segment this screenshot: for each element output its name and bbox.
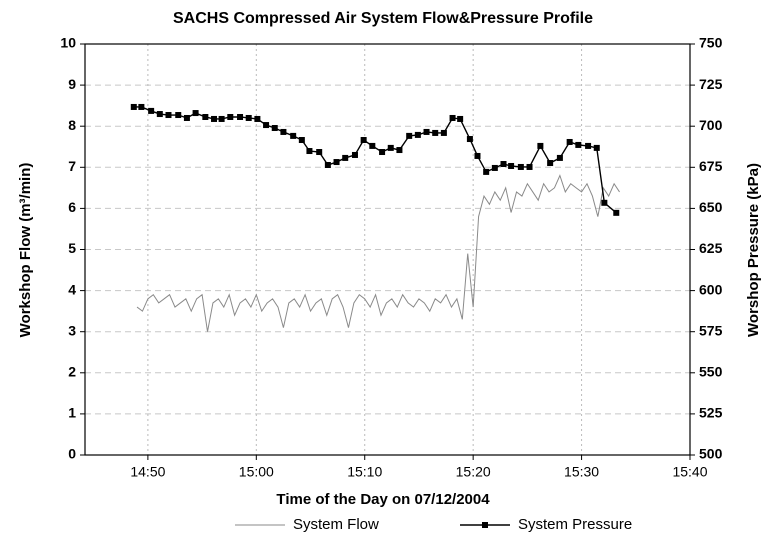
- series-line: [136, 174, 620, 332]
- series-marker: [271, 125, 278, 132]
- series-marker: [406, 132, 413, 139]
- y2-tick-label: 500: [699, 446, 723, 462]
- series-marker: [360, 137, 367, 144]
- series-marker: [245, 114, 252, 121]
- series-marker: [333, 159, 340, 166]
- y-tick-label: 8: [68, 117, 76, 133]
- series-marker: [566, 138, 573, 145]
- series-marker: [483, 168, 490, 175]
- y2-tick-label: 750: [699, 35, 723, 51]
- series-marker: [351, 151, 358, 158]
- y2-axis-title: Worshop Pressure (kPa): [745, 163, 762, 337]
- y2-tick-label: 600: [699, 281, 723, 297]
- series-marker: [342, 154, 349, 161]
- series-marker: [280, 128, 287, 135]
- x-tick-label: 15:40: [672, 464, 707, 480]
- y-tick-label: 6: [68, 199, 76, 215]
- x-axis-title: Time of the Day on 07/12/2004: [276, 491, 490, 508]
- series-marker: [211, 115, 218, 122]
- series-marker: [237, 113, 244, 120]
- series-marker: [517, 163, 524, 170]
- series-marker: [585, 142, 592, 149]
- y-tick-label: 3: [68, 322, 76, 338]
- series-marker: [148, 107, 155, 114]
- y-axis-title: Workshop Flow (m³/min): [17, 163, 34, 338]
- series-marker: [290, 132, 297, 139]
- legend-label: System Flow: [293, 516, 379, 533]
- y-tick-label: 1: [68, 405, 76, 421]
- series-marker: [432, 129, 439, 136]
- series-marker: [575, 141, 582, 148]
- series-marker: [556, 154, 563, 161]
- y-tick-label: 7: [68, 158, 76, 174]
- y2-tick-label: 625: [699, 240, 723, 256]
- series-marker: [130, 103, 137, 110]
- series-line: [133, 106, 617, 214]
- y-tick-label: 9: [68, 76, 76, 92]
- series-marker: [156, 111, 163, 118]
- series-marker: [396, 147, 403, 154]
- series-marker: [537, 142, 544, 149]
- series-marker: [414, 131, 421, 138]
- legend-label: System Pressure: [518, 516, 632, 533]
- series-marker: [613, 209, 620, 216]
- y2-tick-label: 575: [699, 322, 723, 338]
- series-marker: [324, 161, 331, 168]
- chart-title: SACHS Compressed Air System Flow&Pressur…: [173, 10, 593, 27]
- series-marker: [593, 144, 600, 151]
- series-marker: [526, 163, 533, 170]
- x-tick-label: 14:50: [130, 464, 165, 480]
- y2-tick-label: 725: [699, 76, 723, 92]
- series-marker: [165, 112, 172, 119]
- x-tick-label: 15:30: [564, 464, 599, 480]
- series-marker: [379, 149, 386, 156]
- legend-marker: [482, 522, 488, 528]
- y2-tick-label: 675: [699, 158, 723, 174]
- series-marker: [423, 128, 430, 135]
- series-marker: [254, 115, 261, 122]
- y2-tick-label: 650: [699, 199, 723, 215]
- y-tick-label: 2: [68, 364, 76, 380]
- series-marker: [474, 152, 481, 159]
- series-marker: [466, 136, 473, 143]
- x-tick-label: 15:00: [239, 464, 274, 480]
- series-marker: [449, 114, 456, 121]
- series-marker: [138, 103, 145, 110]
- y-tick-label: 4: [68, 281, 76, 297]
- series-marker: [369, 142, 376, 149]
- series-marker: [491, 164, 498, 171]
- y2-tick-label: 550: [699, 364, 723, 380]
- series-marker: [183, 114, 190, 121]
- series-marker: [175, 112, 182, 119]
- series-marker: [218, 115, 225, 122]
- x-tick-label: 15:20: [456, 464, 491, 480]
- y-tick-label: 0: [68, 446, 76, 462]
- series-marker: [547, 160, 554, 167]
- x-tick-label: 15:10: [347, 464, 382, 480]
- y2-tick-label: 700: [699, 117, 723, 133]
- series-marker: [508, 162, 515, 169]
- series-marker: [440, 129, 447, 136]
- series-marker: [192, 110, 199, 117]
- series-marker: [457, 115, 464, 122]
- y-tick-label: 10: [60, 35, 76, 51]
- series-marker: [387, 144, 394, 151]
- series-marker: [316, 149, 323, 156]
- series-marker: [298, 137, 305, 144]
- series-marker: [601, 199, 608, 206]
- series-marker: [263, 122, 270, 129]
- y2-tick-label: 525: [699, 405, 723, 421]
- series-marker: [202, 113, 209, 120]
- series-marker: [500, 161, 507, 168]
- y-tick-label: 5: [68, 240, 76, 256]
- series-marker: [306, 148, 313, 155]
- series-marker: [227, 113, 234, 120]
